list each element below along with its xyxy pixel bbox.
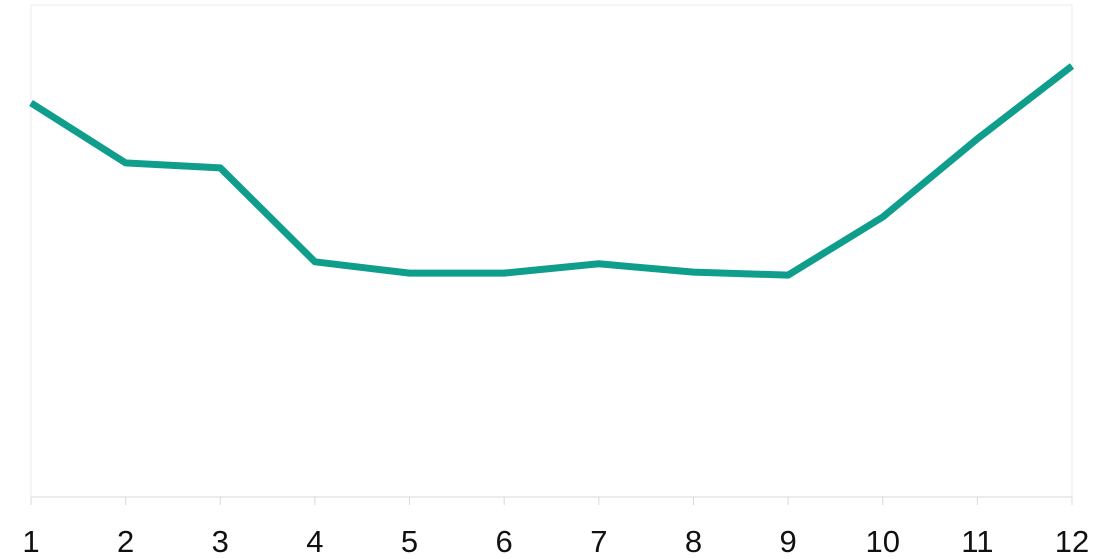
x-tick-label: 6 <box>496 524 513 559</box>
x-tick-label: 9 <box>779 524 796 559</box>
x-tick-label: 12 <box>1055 524 1089 559</box>
x-tick-label: 7 <box>590 524 607 559</box>
x-tick-label: 11 <box>961 524 993 559</box>
x-tick-label: 3 <box>212 524 229 559</box>
line <box>29 63 1075 279</box>
x-tick-label: 8 <box>685 524 702 559</box>
x-tick-label: 1 <box>22 524 39 559</box>
x-tick-label: 2 <box>117 524 134 559</box>
x-tick-label: 10 <box>865 524 899 559</box>
x-tick-label: 4 <box>306 524 323 559</box>
plot-frame <box>30 4 1073 498</box>
x-tick-label: 5 <box>401 524 418 559</box>
